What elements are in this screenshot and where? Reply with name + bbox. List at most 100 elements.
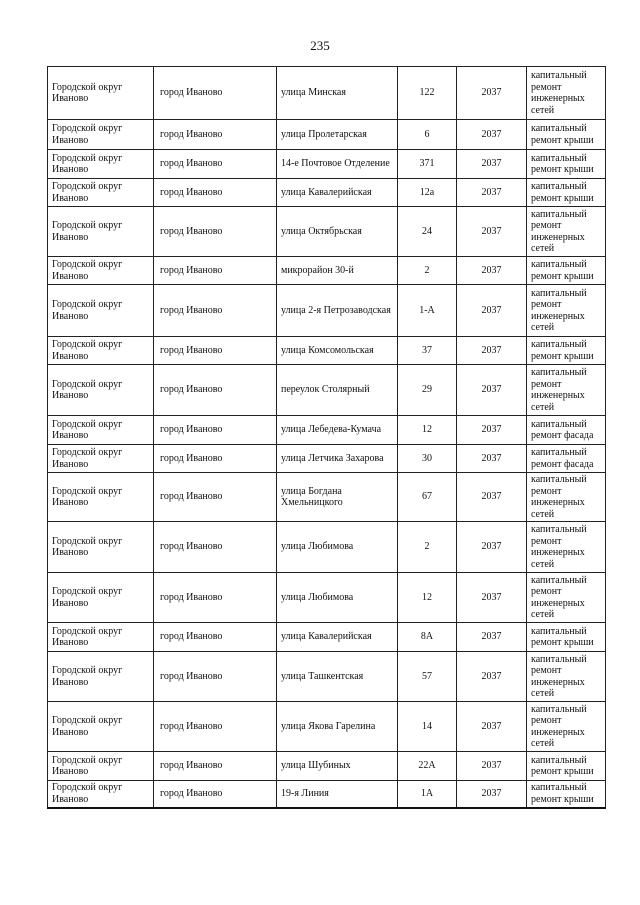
- table-row: Городской округ Иваново город Иваново улиц…: [47, 284, 606, 337]
- city-cell: город Иваново: [153, 651, 277, 702]
- house-number-cell: 22А: [397, 751, 457, 781]
- city-cell: город Иваново: [153, 149, 277, 179]
- work-type-cell: капитальный ремонт крыши: [526, 149, 606, 179]
- city-cell: город Иваново: [153, 751, 277, 781]
- house-number-cell: 12: [397, 572, 457, 623]
- street-cell: улица Лебедева-Кумача: [276, 415, 398, 445]
- house-number-cell: 122: [397, 66, 457, 120]
- table-row: Городской округ Иваново город Иваново улиц…: [47, 336, 606, 365]
- street-cell: улица 2-я Петрозаводская: [276, 284, 398, 337]
- work-type-cell: капитальный ремонт инженерных сетей: [526, 572, 606, 623]
- district-cell: Городской округ Иваново: [47, 284, 154, 337]
- street-cell: 19-я Линия: [276, 780, 398, 808]
- year-cell: 2037: [456, 415, 527, 445]
- district-cell: Городской округ Иваново: [47, 119, 154, 150]
- street-cell: улица Комсомольская: [276, 336, 398, 365]
- city-cell: город Иваново: [153, 119, 277, 150]
- city-cell: город Иваново: [153, 472, 277, 522]
- district-cell: Городской округ Иваново: [47, 256, 154, 285]
- house-number-cell: 371: [397, 149, 457, 179]
- house-number-cell: 1А: [397, 780, 457, 808]
- city-cell: город Иваново: [153, 364, 277, 416]
- table-row: Городской округ Иваново город Иваново 19-я…: [47, 780, 606, 808]
- house-number-cell: 2: [397, 521, 457, 573]
- repair-schedule-table: Городской округ Иваново город Иваново улиц…: [47, 66, 606, 809]
- year-cell: 2037: [456, 284, 527, 337]
- district-cell: Городской округ Иваново: [47, 364, 154, 416]
- city-cell: город Иваново: [153, 178, 277, 207]
- year-cell: 2037: [456, 178, 527, 207]
- year-cell: 2037: [456, 751, 527, 781]
- street-cell: 14-е Почтовое Отделение: [276, 149, 398, 179]
- year-cell: 2037: [456, 206, 527, 257]
- street-cell: переулок Столярный: [276, 364, 398, 416]
- house-number-cell: 12: [397, 415, 457, 445]
- city-cell: город Иваново: [153, 415, 277, 445]
- city-cell: город Иваново: [153, 622, 277, 652]
- work-type-cell: капитальный ремонт инженерных сетей: [526, 701, 606, 752]
- district-cell: Городской округ Иваново: [47, 701, 154, 752]
- work-type-cell: капитальный ремонт инженерных сетей: [526, 284, 606, 337]
- page-number: 235: [310, 38, 330, 53]
- district-cell: Городской округ Иваново: [47, 66, 154, 120]
- street-cell: улица Октябрьская: [276, 206, 398, 257]
- district-cell: Городской округ Иваново: [47, 415, 154, 445]
- street-cell: улица Шубиных: [276, 751, 398, 781]
- city-cell: город Иваново: [153, 780, 277, 808]
- work-type-cell: капитальный ремонт фасада: [526, 444, 606, 473]
- house-number-cell: 29: [397, 364, 457, 416]
- work-type-cell: капитальный ремонт инженерных сетей: [526, 364, 606, 416]
- table-row: Городской округ Иваново город Иваново улиц…: [47, 622, 606, 652]
- table-row: Городской округ Иваново город Иваново улиц…: [47, 444, 606, 473]
- table-row: Городской округ Иваново город Иваново улиц…: [47, 119, 606, 150]
- city-cell: город Иваново: [153, 66, 277, 120]
- district-cell: Городской округ Иваново: [47, 472, 154, 522]
- district-cell: Городской округ Иваново: [47, 751, 154, 781]
- table-row: Городской округ Иваново город Иваново улиц…: [47, 178, 606, 207]
- city-cell: город Иваново: [153, 444, 277, 473]
- table-row: Городской округ Иваново город Иваново улиц…: [47, 472, 606, 522]
- work-type-cell: капитальный ремонт фасада: [526, 415, 606, 445]
- house-number-cell: 37: [397, 336, 457, 365]
- street-cell: улица Летчика Захарова: [276, 444, 398, 473]
- house-number-cell: 6: [397, 119, 457, 150]
- year-cell: 2037: [456, 521, 527, 573]
- street-cell: улица Ташкентская: [276, 651, 398, 702]
- city-cell: город Иваново: [153, 256, 277, 285]
- table-row: Городской округ Иваново город Иваново улиц…: [47, 751, 606, 781]
- street-cell: улица Любимова: [276, 572, 398, 623]
- work-type-cell: капитальный ремонт инженерных сетей: [526, 206, 606, 257]
- work-type-cell: капитальный ремонт крыши: [526, 780, 606, 808]
- table-row: Городской округ Иваново город Иваново улиц…: [47, 701, 606, 752]
- work-type-cell: капитальный ремонт инженерных сетей: [526, 521, 606, 573]
- year-cell: 2037: [456, 119, 527, 150]
- year-cell: 2037: [456, 256, 527, 285]
- house-number-cell: 57: [397, 651, 457, 702]
- house-number-cell: 67: [397, 472, 457, 522]
- house-number-cell: 1-А: [397, 284, 457, 337]
- city-cell: город Иваново: [153, 206, 277, 257]
- year-cell: 2037: [456, 364, 527, 416]
- work-type-cell: капитальный ремонт крыши: [526, 256, 606, 285]
- work-type-cell: капитальный ремонт крыши: [526, 178, 606, 207]
- table-row: Городской округ Иваново город Иваново улиц…: [47, 206, 606, 257]
- work-type-cell: капитальный ремонт крыши: [526, 622, 606, 652]
- district-cell: Городской округ Иваново: [47, 206, 154, 257]
- city-cell: город Иваново: [153, 572, 277, 623]
- city-cell: город Иваново: [153, 701, 277, 752]
- district-cell: Городской округ Иваново: [47, 622, 154, 652]
- street-cell: микрорайон 30-й: [276, 256, 398, 285]
- year-cell: 2037: [456, 66, 527, 120]
- work-type-cell: капитальный ремонт крыши: [526, 119, 606, 150]
- house-number-cell: 30: [397, 444, 457, 473]
- table-row: Городской округ Иваново город Иваново улиц…: [47, 521, 606, 573]
- work-type-cell: капитальный ремонт крыши: [526, 336, 606, 365]
- house-number-cell: 12а: [397, 178, 457, 207]
- year-cell: 2037: [456, 444, 527, 473]
- year-cell: 2037: [456, 701, 527, 752]
- year-cell: 2037: [456, 651, 527, 702]
- city-cell: город Иваново: [153, 336, 277, 365]
- house-number-cell: 8А: [397, 622, 457, 652]
- district-cell: Городской округ Иваново: [47, 444, 154, 473]
- street-cell: улица Кавалерийская: [276, 622, 398, 652]
